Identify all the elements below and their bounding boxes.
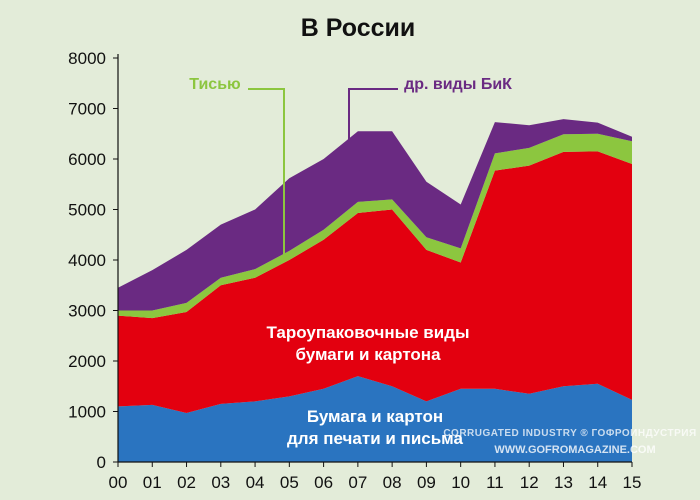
series-label-print-paper: Бумага и картон для печати и письма (287, 407, 464, 448)
x-tick-label: 07 (348, 473, 367, 492)
x-tick-label: 02 (177, 473, 196, 492)
tissue-leader-line (248, 88, 285, 258)
x-tick-label: 03 (211, 473, 230, 492)
area-series-group (118, 119, 632, 462)
x-tick-label: 13 (554, 473, 573, 492)
series-label-packaging: Тароупаковочные виды бумаги и картона (266, 323, 469, 364)
y-tick-label: 8000 (68, 49, 106, 68)
y-tick-label: 4000 (68, 251, 106, 270)
watermark-brand: CORRUGATED INDUSTRY ® ГОФРОИНДУСТРИЯ (443, 428, 696, 439)
x-tick-label: 15 (623, 473, 642, 492)
x-tick-label: 12 (520, 473, 539, 492)
axes-group: 0 1000 2000 3000 4000 5000 6000 7000 8000 00 01 02 0… (68, 49, 641, 492)
x-tick-label: 00 (109, 473, 128, 492)
watermark: CORRUGATED INDUSTRY ® ГОФРОИНДУСТРИЯ WWW… (443, 428, 696, 456)
x-tick-label: 14 (588, 473, 607, 492)
y-tick-label: 3000 (68, 302, 106, 321)
x-tick-label: 01 (143, 473, 162, 492)
x-tick-label: 11 (486, 473, 504, 492)
series-label-other: др. виды БиК (404, 76, 512, 93)
y-tick-label: 7000 (68, 100, 106, 119)
area-3 (118, 133, 632, 319)
y-tick-label: 0 (97, 453, 106, 472)
area-1 (118, 376, 632, 462)
y-tick-label: 1000 (68, 403, 106, 422)
other-leader-line (348, 88, 398, 140)
x-tick-label: 10 (451, 473, 470, 492)
chart-title: В России (301, 14, 416, 42)
x-tick-label: 04 (246, 473, 265, 492)
series-label-tissue: Тисью (189, 76, 241, 93)
x-tick-label: 09 (417, 473, 436, 492)
x-tick-label: 05 (280, 473, 299, 492)
x-tick-label: 08 (383, 473, 402, 492)
area-2 (118, 151, 632, 413)
area-4 (118, 119, 632, 311)
y-tick-label: 5000 (68, 201, 106, 220)
watermark-url: WWW.GOFROMAGAZINE.COM (494, 444, 655, 456)
y-tick-label: 6000 (68, 150, 106, 169)
y-tick-label: 2000 (68, 352, 106, 371)
x-tick-label: 06 (314, 473, 333, 492)
series-labels-group: Бумага и картон для печати и письма Тароуп… (189, 76, 512, 448)
